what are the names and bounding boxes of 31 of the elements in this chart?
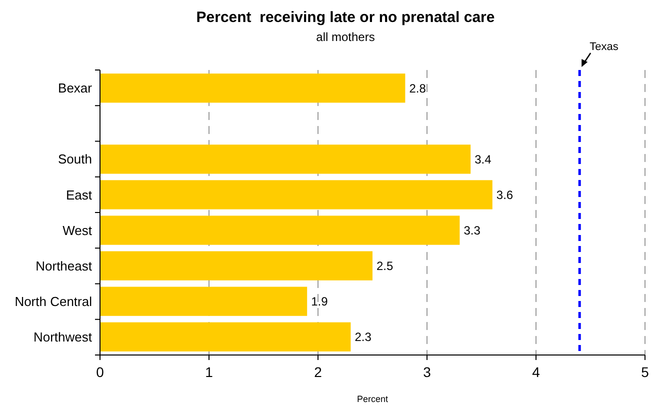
x-tick-label: 1 — [205, 364, 214, 380]
bar — [100, 286, 308, 316]
bar — [100, 251, 372, 280]
data-label: 2.8 — [409, 81, 426, 96]
y-tick-label: West — [62, 222, 92, 238]
y-tick-label: Northeast — [36, 258, 92, 274]
data-label: 3.4 — [474, 152, 492, 166]
bar — [100, 180, 492, 210]
chart-title: Percent receiving late or no prenatal care — [196, 9, 495, 26]
x-tick-label: 4 — [532, 364, 540, 380]
x-axis-title: Percent — [356, 394, 388, 404]
y-tick-label: South — [58, 152, 92, 167]
data-label: 3.3 — [464, 223, 481, 238]
data-label: 3.6 — [496, 188, 514, 202]
x-tick-label: 0 — [96, 364, 104, 380]
y-tick-label: North Central — [14, 294, 92, 309]
x-tick-label: 5 — [641, 364, 650, 380]
bar — [100, 322, 351, 352]
data-label: 2.5 — [376, 259, 394, 274]
x-tick-label: 2 — [314, 364, 322, 380]
bar — [100, 216, 460, 245]
y-tick-label: Northwest — [33, 329, 92, 344]
x-tick-label: 3 — [423, 364, 432, 380]
data-label: 2.3 — [354, 330, 372, 344]
y-tick-label: Bexar — [58, 80, 93, 96]
y-tick-label: East — [66, 187, 92, 202]
chart-subtitle: all mothers — [316, 30, 375, 44]
ref-line-label: Texas — [590, 41, 619, 53]
bar — [100, 144, 471, 174]
bar — [100, 74, 406, 103]
data-label: 1.9 — [311, 294, 328, 309]
